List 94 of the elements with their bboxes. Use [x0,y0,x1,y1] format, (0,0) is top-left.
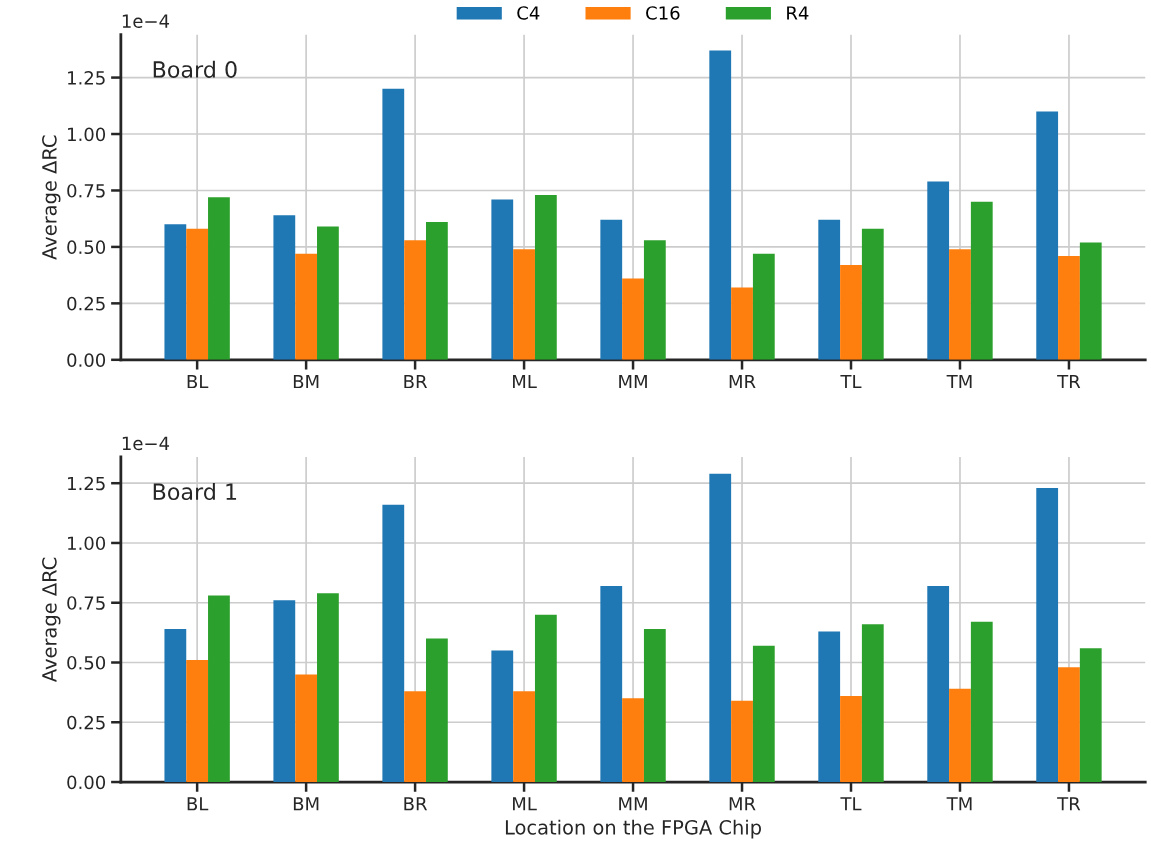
bar [1079,242,1102,360]
y-tick-label: 0.75 [67,596,105,610]
x-tick-label: BR [404,374,428,389]
bar [382,88,405,360]
bar [622,698,644,783]
x-tick-label: MR [729,797,756,811]
bar [295,674,318,783]
bar [622,278,644,360]
bar [513,691,535,783]
y-axis-title: Average ΔRC [42,557,61,683]
bar [643,629,666,783]
y-tick-label: 1.00 [68,536,106,551]
bar [731,700,753,783]
bar [709,473,732,783]
x-tick-label: TR [1057,374,1081,389]
text: 1e−4 [122,436,170,451]
bar [513,249,535,360]
text: 1e−4 [122,14,170,28]
bar [731,287,753,360]
bar [600,586,623,783]
bar [425,222,448,360]
bar [534,194,557,360]
bar [1058,255,1080,360]
bar [949,249,971,360]
x-tick-label: MM [619,797,647,811]
bar [491,199,514,360]
bar [861,624,884,783]
x-tick-label: BM [293,374,319,389]
bar [927,181,950,360]
bar [840,695,862,783]
bar [295,253,318,360]
y-tick-label: 0.75 [67,183,105,198]
x-tick-label: BL [187,374,209,389]
bar [1036,487,1059,783]
y-tick-label: 0.50 [67,240,106,255]
bar [317,593,339,783]
bar [1058,667,1080,783]
x-tick-label: TR [1057,797,1081,811]
y-tick-label: 1.25 [68,476,105,491]
bar [818,219,841,360]
bar [1036,111,1059,360]
annotation: Board 1 [153,482,237,501]
bar [970,201,993,360]
bar [317,226,339,360]
bar [164,224,187,360]
bar [186,228,209,360]
bar [752,253,775,360]
x-tick-label: BL [187,797,209,811]
y-tick-label: 1.25 [68,71,105,85]
legend-label: C16 [646,6,680,20]
bar [752,645,775,783]
bar [818,631,841,783]
bar [208,595,230,783]
x-tick-label: ML [513,374,537,389]
bar [425,638,448,783]
bar [709,50,732,360]
y-tick-label: 0.00 [67,775,106,790]
bar [273,215,296,360]
x-tick-label: BM [293,797,319,811]
annotation: Board 0 [153,60,237,78]
bar [404,691,426,783]
bar [861,228,884,360]
legend-label: C4 [517,6,540,20]
x-axis-title: Location on the FPGA Chip [505,819,761,839]
y-tick-label: 1.00 [68,127,106,142]
y-tick-label: 0.25 [67,296,105,311]
x-tick-label: BR [404,797,428,811]
y-tick-label: 0.25 [67,715,105,730]
x-tick-label: TM [946,374,972,389]
y-tick-label: 0.00 [67,353,106,367]
bar [643,240,666,360]
x-tick-label: ML [513,797,537,811]
x-tick-label: MM [619,374,647,389]
bar [600,219,623,360]
bar [404,240,426,360]
bar [840,264,862,360]
bar [927,586,950,783]
bar [491,650,514,783]
bar [970,621,993,783]
y-tick-label: 0.50 [67,655,106,670]
bar [164,629,187,783]
y-axis-title: Average ΔRC [42,135,61,260]
bar [1079,648,1102,783]
x-tick-label: TL [840,374,862,389]
bar [949,688,971,783]
bar [382,504,405,783]
bar [534,614,557,783]
bar [208,197,230,360]
bar [186,660,209,783]
x-tick-label: TM [946,797,972,811]
legend-label: R4 [787,6,809,20]
x-tick-label: TL [840,797,862,811]
x-tick-label: MR [729,374,756,389]
bar [273,600,296,783]
